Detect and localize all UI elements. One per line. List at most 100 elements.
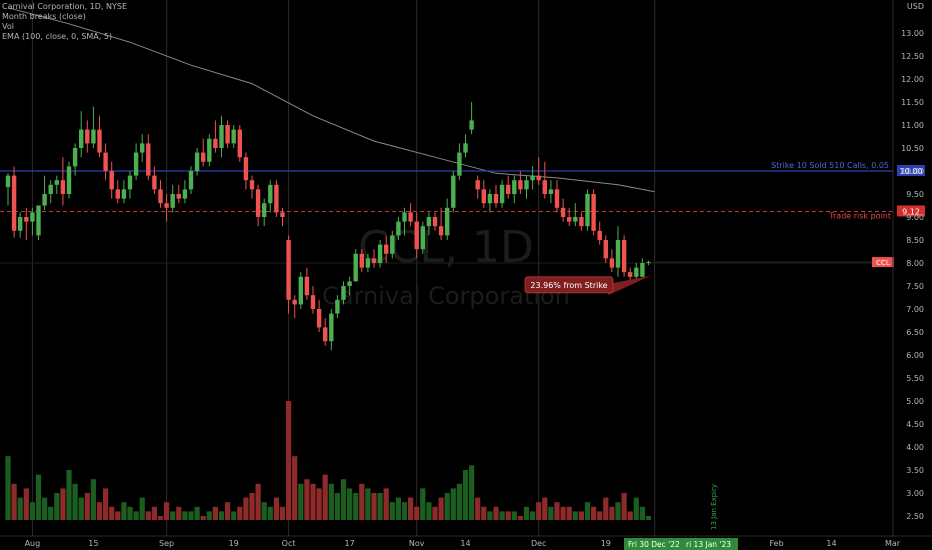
time-tick-label: Nov bbox=[409, 539, 425, 548]
price-tick-label: 6.50 bbox=[906, 328, 924, 337]
candle-body bbox=[518, 180, 523, 190]
candle-body bbox=[109, 171, 114, 190]
price-axis[interactable]: 13.00 12.50 12.00 11.50 11.00 10.50 10.00 9.50 9… bbox=[892, 0, 924, 536]
candle-body bbox=[30, 212, 35, 222]
candle-body bbox=[133, 152, 139, 176]
candle bbox=[414, 212, 419, 259]
volume-bar bbox=[322, 474, 328, 520]
candle bbox=[493, 184, 499, 208]
volume-bar bbox=[572, 511, 578, 520]
candle bbox=[554, 180, 560, 213]
candle-body bbox=[628, 272, 633, 277]
candle-body bbox=[585, 194, 590, 227]
candle-body bbox=[335, 299, 340, 314]
candle bbox=[225, 120, 230, 148]
legend-month-breaks[interactable]: Month breaks (close) bbox=[2, 12, 86, 21]
volume-bar bbox=[493, 506, 499, 520]
volume-bar bbox=[548, 506, 554, 520]
candle-body bbox=[103, 152, 108, 171]
candle-body bbox=[475, 180, 480, 190]
candle bbox=[60, 157, 66, 206]
volume-bar bbox=[432, 506, 438, 520]
candle-body bbox=[18, 217, 23, 231]
candle bbox=[518, 171, 523, 194]
candle-body bbox=[524, 180, 529, 190]
price-tick-label: 6.00 bbox=[906, 351, 924, 360]
volume-bar bbox=[481, 506, 487, 520]
candle-body bbox=[310, 295, 316, 309]
candle bbox=[158, 180, 163, 208]
candle bbox=[231, 125, 236, 148]
price-tick-label: 11.50 bbox=[901, 98, 924, 107]
candle bbox=[390, 230, 395, 259]
candle bbox=[335, 295, 340, 319]
time-axis[interactable]: Aug 15 Sep 19 Oct 17 Nov 14 Dec 19 Feb 14 Mar Fri 30 … bbox=[0, 535, 932, 550]
volume-bar bbox=[90, 479, 96, 520]
candle-body bbox=[176, 194, 181, 199]
volume-bar bbox=[273, 497, 279, 520]
candle-body bbox=[121, 189, 127, 199]
volume-bar bbox=[42, 497, 48, 520]
price-tick-label: 12.50 bbox=[901, 52, 924, 61]
callout-box bbox=[524, 276, 614, 294]
candle bbox=[91, 106, 96, 148]
volume-bar bbox=[359, 483, 365, 520]
volume-bar bbox=[212, 506, 218, 520]
volume-bar bbox=[426, 502, 432, 520]
candle-body bbox=[506, 184, 511, 194]
candles: CCL bbox=[5, 102, 894, 351]
legend-volume[interactable]: Vol bbox=[2, 22, 14, 31]
candle bbox=[24, 207, 29, 240]
time-range-end: ri 13 Jan '23 bbox=[686, 540, 731, 549]
volume-bar bbox=[633, 497, 639, 520]
candle-body bbox=[414, 221, 419, 250]
volume-bar bbox=[475, 497, 481, 520]
symbol-title[interactable]: Carnival Corporation, 1D, NYSE bbox=[2, 2, 128, 11]
volume-bar bbox=[365, 488, 371, 520]
volume-bar bbox=[286, 401, 292, 520]
legend-ema[interactable]: EMA (100, close, 0, SMA, 5) bbox=[2, 32, 113, 41]
candle-body bbox=[237, 129, 242, 158]
candle-body bbox=[323, 327, 328, 342]
candle bbox=[213, 120, 218, 153]
candle bbox=[481, 180, 486, 208]
candle-body bbox=[72, 148, 78, 167]
candle-body bbox=[646, 262, 651, 264]
volume-bar bbox=[523, 506, 530, 520]
candle bbox=[475, 175, 480, 199]
volume-bar bbox=[218, 511, 225, 520]
time-range-highlight bbox=[624, 538, 738, 550]
candle bbox=[646, 260, 651, 266]
candle-body bbox=[634, 267, 639, 277]
candle bbox=[548, 180, 554, 204]
volume-bar bbox=[304, 479, 310, 520]
candle bbox=[219, 115, 224, 158]
candle-body bbox=[274, 184, 279, 213]
volume-bar bbox=[231, 511, 237, 520]
volume-bar bbox=[5, 456, 11, 520]
time-tick-label: Feb bbox=[770, 539, 784, 548]
volume-bar bbox=[96, 502, 103, 520]
volume-bar bbox=[597, 511, 603, 520]
candle-body bbox=[262, 203, 267, 217]
candle bbox=[310, 286, 316, 314]
candle-body bbox=[499, 184, 505, 204]
volume-bar bbox=[444, 493, 450, 520]
volume-bar bbox=[462, 470, 469, 520]
volume-bar bbox=[261, 502, 267, 520]
candle-body bbox=[42, 194, 47, 206]
candle-body bbox=[249, 180, 255, 190]
volume-bar bbox=[401, 502, 408, 520]
time-tick-label: Dec bbox=[531, 539, 546, 548]
candle bbox=[72, 143, 78, 176]
volume-bar bbox=[584, 502, 591, 520]
time-tick-label: Aug bbox=[25, 539, 41, 548]
candle-body bbox=[621, 240, 627, 273]
volume-bar bbox=[554, 502, 560, 520]
price-tick-label: 7.50 bbox=[906, 282, 924, 291]
candle-body bbox=[493, 194, 499, 204]
candle bbox=[432, 212, 438, 231]
price-tick-label: 7.00 bbox=[906, 305, 924, 314]
volume-bar bbox=[182, 511, 188, 520]
